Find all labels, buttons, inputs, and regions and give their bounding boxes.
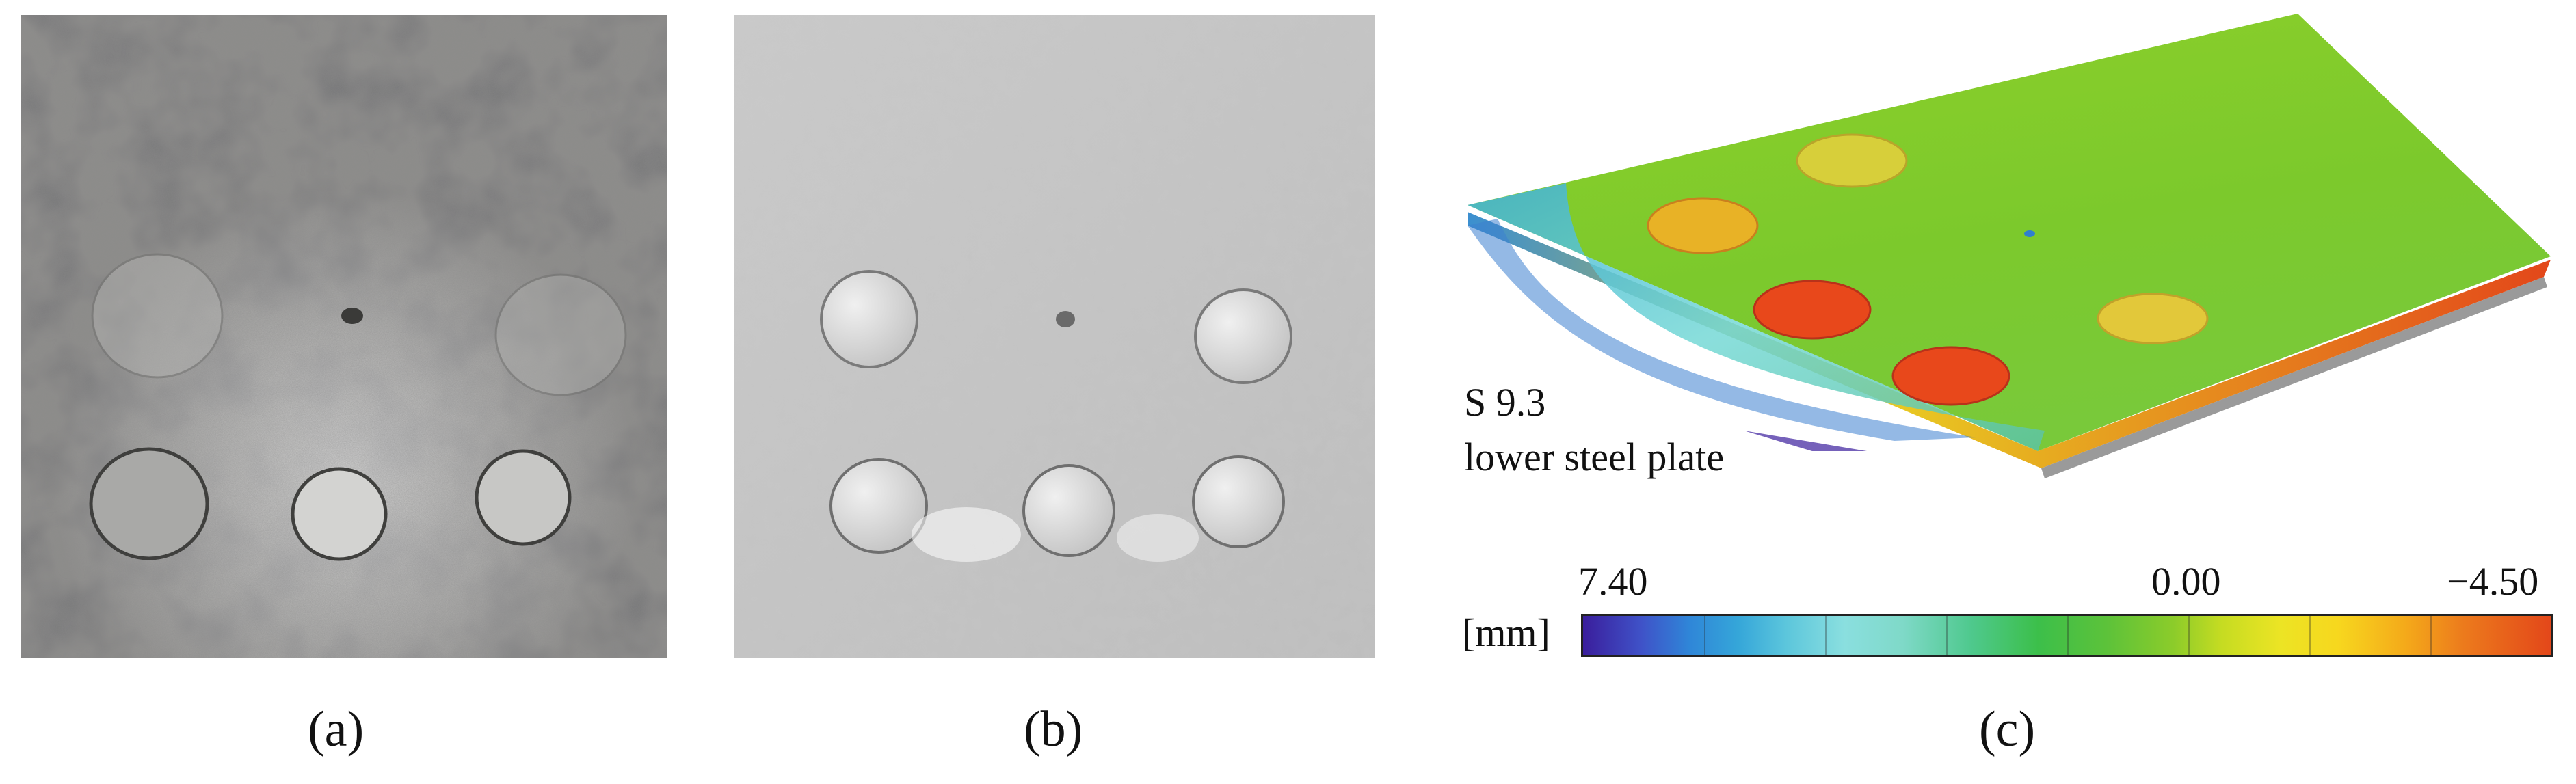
colorbar-tick [2188,616,2190,655]
color-scale-bar [1581,614,2553,657]
colorbar-tick [2067,616,2069,655]
colorbar-tick [1946,616,1948,655]
colorbar-tick [2430,616,2432,655]
specimen-description: lower steel plate [1464,435,1725,479]
scan-render [734,15,1375,658]
scale-unit-label: [mm] [1462,610,1550,655]
colorbar-tick [1825,616,1827,655]
deviation-map-render [1457,14,2564,492]
colorbar-tick [2309,616,2311,655]
panel-b-caption: (b) [1024,701,1083,757]
photo-steel-plate [21,15,667,658]
scale-max-label: 7.40 [1578,559,1648,604]
panel-a-caption: (a) [308,701,364,757]
panel-c-caption: (c) [1979,701,2036,757]
specimen-id: S 9.3 [1464,380,1546,424]
scale-zero-label: 0.00 [2151,559,2221,604]
scale-min-label: −4.50 [2447,559,2539,604]
colorbar-tick [1704,616,1705,655]
